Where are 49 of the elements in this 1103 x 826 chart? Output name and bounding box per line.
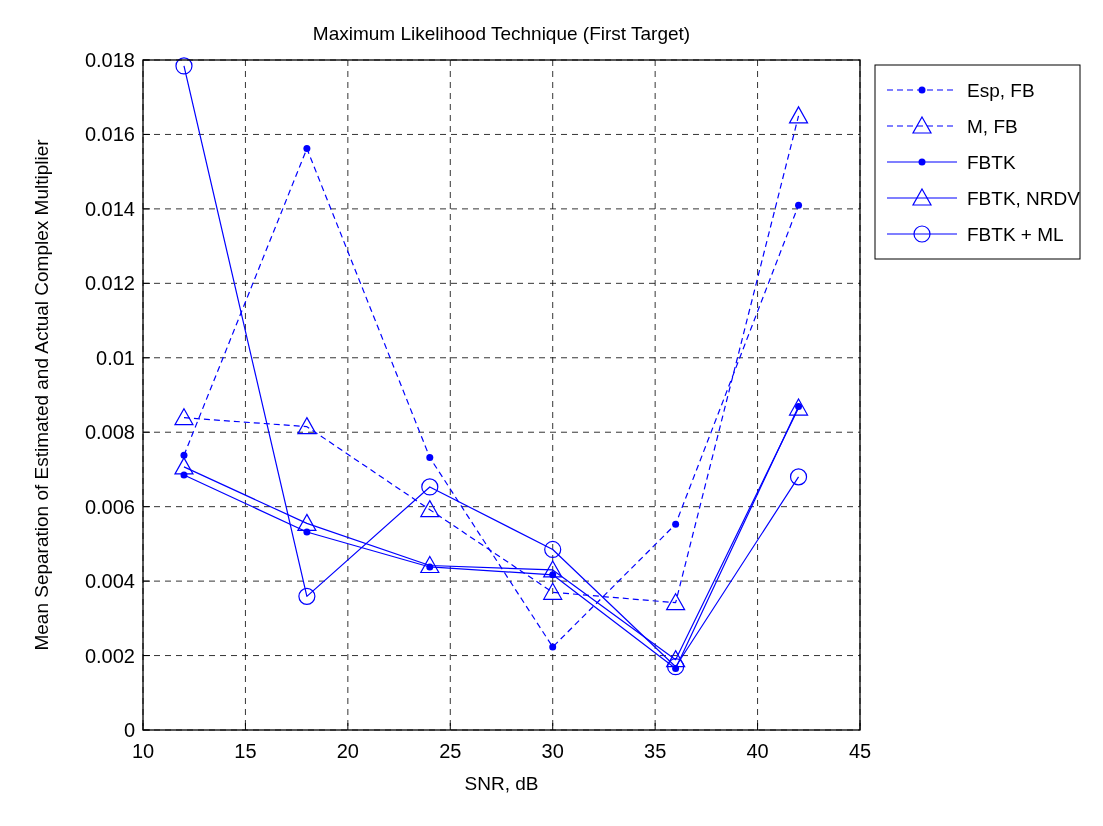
point <box>421 478 439 496</box>
legend-label: FBTK <box>967 151 1016 173</box>
y-tick-label: 0 <box>123 719 135 741</box>
point <box>543 560 563 578</box>
y-tick-label: 0.002 <box>84 644 135 667</box>
point <box>297 513 317 532</box>
point <box>420 500 440 518</box>
y-tick-label: 0.016 <box>84 123 135 146</box>
point <box>549 643 557 651</box>
point <box>544 540 562 559</box>
x-axis-title: SNR, dB <box>464 773 539 794</box>
legend-label: Esp, FB <box>967 79 1035 101</box>
y-axis-title: Mean Separation of Estimated and Actual Complex Multiplier <box>31 138 52 651</box>
point <box>788 398 809 416</box>
x-tick-label: 15 <box>234 740 257 762</box>
y-tick-label: 0.01 <box>96 346 135 369</box>
legend-label: FBTK, NRDV <box>967 187 1081 209</box>
point <box>298 587 316 605</box>
point <box>672 520 680 528</box>
chart-title: Maximum Likelihood Technique (First Target) <box>312 23 691 44</box>
point <box>788 106 809 124</box>
y-tick-label: 0.008 <box>84 421 135 444</box>
point <box>666 650 686 668</box>
point <box>543 582 563 600</box>
point <box>426 454 434 462</box>
y-tick-label: 0.018 <box>84 49 135 71</box>
point <box>174 408 194 426</box>
point <box>175 57 193 75</box>
x-tick-label: 30 <box>541 740 564 762</box>
y-tick-label: 0.004 <box>84 570 135 593</box>
point <box>174 457 194 475</box>
x-tick-label: 10 <box>131 740 155 762</box>
x-tick-label: 35 <box>644 740 667 762</box>
x-tick-label: 45 <box>848 740 872 762</box>
point <box>666 593 686 611</box>
x-tick-label: 20 <box>336 740 359 762</box>
point <box>789 468 808 486</box>
point <box>420 555 440 574</box>
point <box>795 201 803 209</box>
point <box>667 658 685 676</box>
y-tick-label: 0.014 <box>84 197 135 220</box>
point <box>303 145 311 153</box>
legend-label: FBTK + ML <box>967 223 1064 245</box>
x-tick-label: 40 <box>746 740 769 762</box>
point <box>297 417 317 435</box>
y-tick-label: 0.012 <box>84 272 135 295</box>
y-tick-label: 0.006 <box>84 495 135 518</box>
legend-label: M, FB <box>967 115 1018 137</box>
x-tick-label: 25 <box>439 740 462 762</box>
